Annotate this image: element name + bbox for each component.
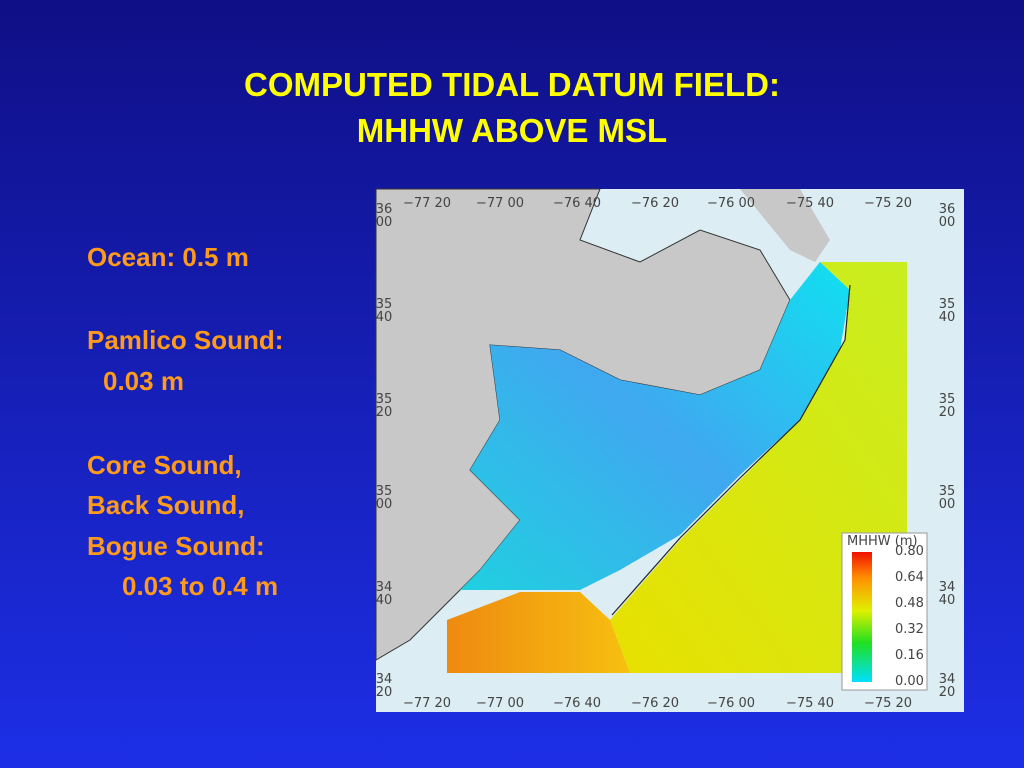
colorbar-tick: 0.32 (895, 622, 924, 637)
title: MHHW ABOVE MSL (356, 112, 668, 149)
lon-label: −76 00 (707, 696, 755, 711)
lon-label: −76 40 (553, 696, 601, 711)
land (740, 189, 830, 262)
colorbar-title: MHHW (m) (847, 534, 918, 549)
lon-label: −75 20 (864, 196, 912, 211)
lon-label: −77 20 (403, 196, 451, 211)
ocean (610, 262, 907, 673)
ocean-southwest (447, 592, 630, 673)
lat-label: 35 (376, 484, 393, 499)
note: Pamlico Sound: (87, 325, 284, 355)
lon-label: −75 40 (786, 696, 834, 711)
lon-label: −76 20 (631, 196, 679, 211)
lat-label: 00 (376, 497, 393, 512)
lon-label: −76 00 (707, 196, 755, 211)
lat-label: 34 (376, 580, 393, 595)
lon-label: −76 20 (631, 696, 679, 711)
lat-label: 40 (376, 310, 393, 325)
lat-label: 20 (939, 405, 956, 420)
colorbar (852, 552, 872, 682)
lat-label: 00 (939, 497, 956, 512)
lat-label: 20 (376, 685, 393, 700)
lon-label: −77 20 (403, 696, 451, 711)
colorbar-tick: 0.64 (895, 570, 924, 585)
lat-label: 20 (376, 405, 393, 420)
colorbar-tick: 0.48 (895, 596, 924, 611)
colorbar-tick: 0.16 (895, 648, 924, 663)
lat-label: 35 (376, 297, 393, 312)
colorbar-tick: 0.00 (895, 674, 924, 689)
title: COMPUTED TIDAL DATUM FIELD: (244, 66, 780, 103)
lon-label: −77 00 (476, 196, 524, 211)
lat-label: 34 (939, 672, 956, 687)
colorbar-tick: 0.80 (895, 544, 924, 559)
lat-label: 35 (376, 392, 393, 407)
note: 0.03 to 0.4 m (122, 571, 279, 601)
lon-label: −76 40 (553, 196, 601, 211)
note: 0.03 m (103, 366, 184, 396)
lon-label: −75 20 (864, 696, 912, 711)
lat-label: 00 (939, 215, 956, 230)
lat-label: 35 (939, 484, 956, 499)
lat-label: 40 (939, 310, 956, 325)
lon-label: −77 00 (476, 696, 524, 711)
sound (460, 262, 850, 590)
lat-label: 36 (939, 202, 956, 217)
coastline (611, 284, 851, 616)
note: Ocean: 0.5 m (87, 242, 249, 272)
lat-label: 35 (939, 392, 956, 407)
note: Back Sound, (87, 490, 245, 520)
note: Bogue Sound: (87, 531, 265, 561)
lat-label: 34 (939, 580, 956, 595)
lat-label: 36 (376, 202, 393, 217)
lat-label: 20 (939, 685, 956, 700)
lat-label: 00 (376, 215, 393, 230)
lat-label: 40 (939, 593, 956, 608)
lat-label: 35 (939, 297, 956, 312)
lat-label: 34 (376, 672, 393, 687)
lon-label: −75 40 (786, 196, 834, 211)
lat-label: 40 (376, 593, 393, 608)
note: Core Sound, (87, 450, 242, 480)
